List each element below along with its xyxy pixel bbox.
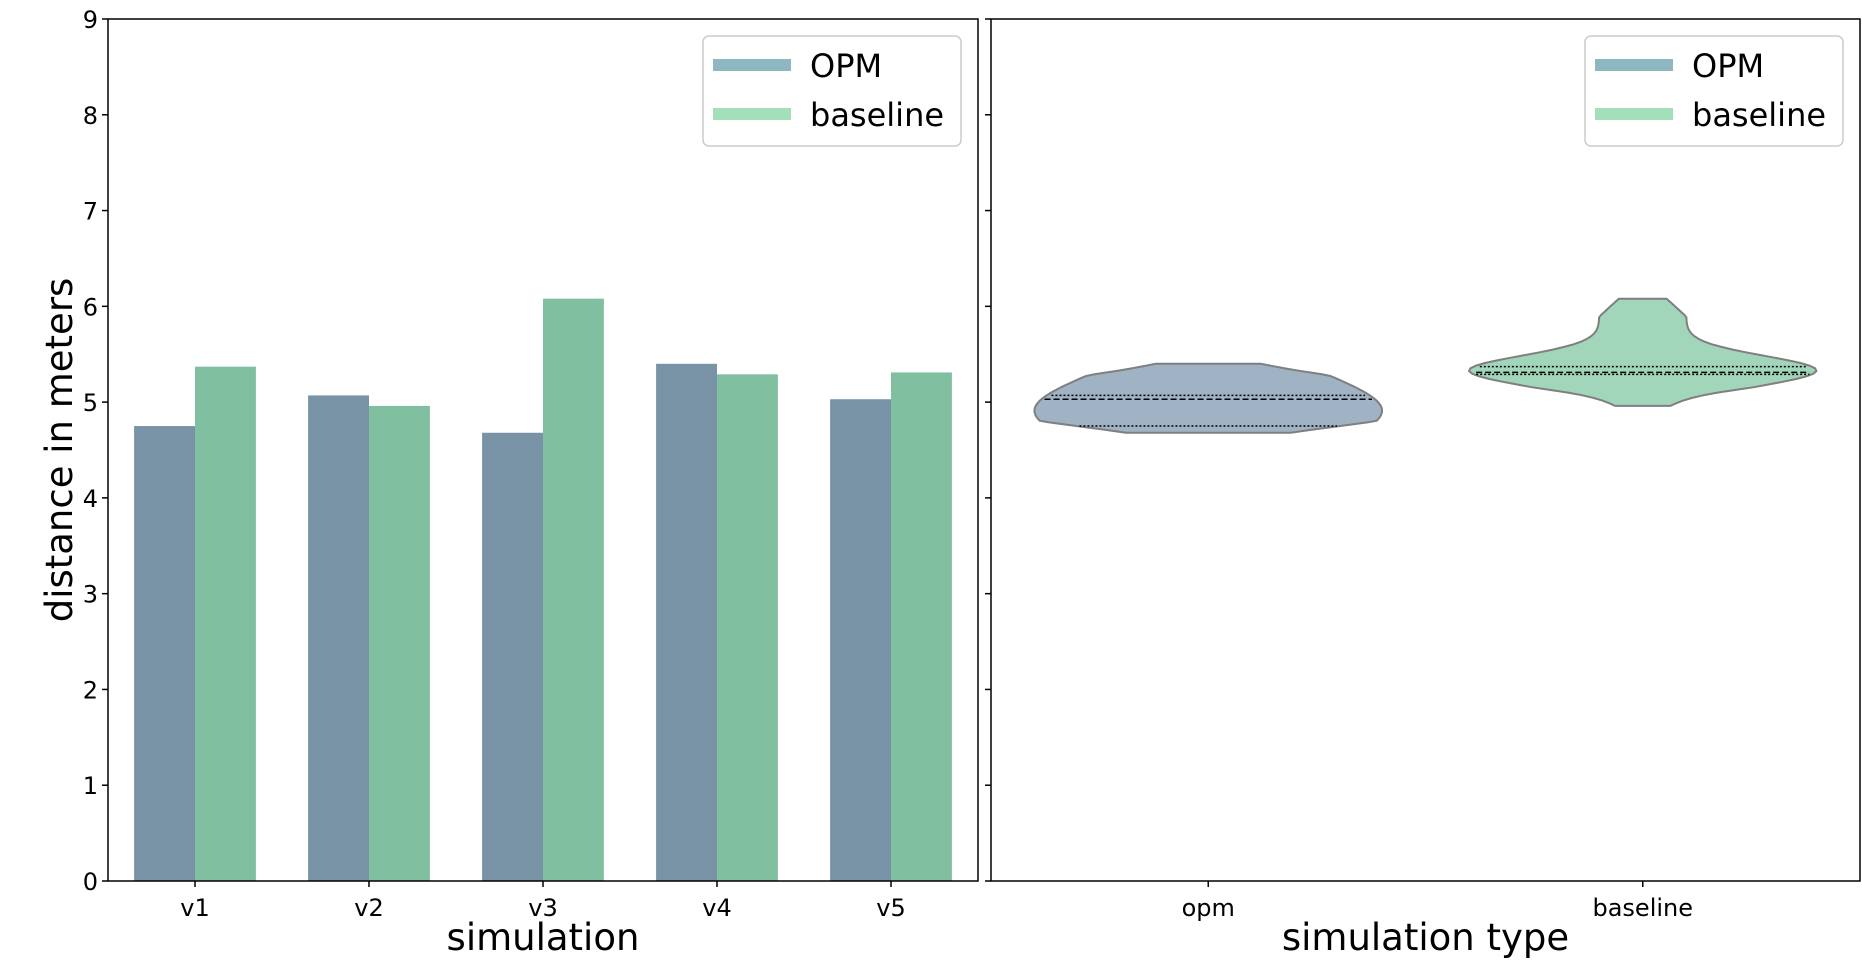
- legend-label-baseline: baseline: [1692, 96, 1826, 134]
- legend: OPM baseline: [1584, 35, 1844, 147]
- bar-baseline-v4: [717, 374, 778, 881]
- bar-opm-v5: [830, 399, 891, 881]
- bar-opm-v4: [656, 363, 717, 881]
- y-tick-label: 9: [83, 6, 98, 34]
- bar-baseline-v2: [369, 405, 430, 881]
- violin-chart-panel: opm baseline simulation type OPM baseline: [985, 18, 1861, 959]
- plot-area-frame: [990, 18, 1861, 882]
- bar-baseline-v3: [543, 298, 604, 881]
- violin-opm: [1033, 362, 1383, 434]
- x-tick-label: v4: [702, 894, 731, 922]
- x-tick-label: v3: [528, 894, 557, 922]
- y-tick-label: 8: [83, 102, 98, 130]
- x-axis-label: simulation type: [1282, 916, 1569, 959]
- bar-baseline-v1: [195, 366, 256, 881]
- y-axis-label: distance in meters: [38, 278, 81, 623]
- legend-swatch-opm: [1595, 59, 1673, 71]
- bar-opm-v1: [134, 426, 195, 881]
- legend: OPM baseline: [702, 35, 962, 147]
- legend-swatch-baseline: [713, 108, 791, 120]
- violin-baseline: [1467, 297, 1818, 407]
- legend-swatch-baseline: [1595, 108, 1673, 120]
- y-tick-label: 2: [83, 676, 98, 704]
- x-tick-label: v5: [876, 894, 905, 922]
- y-tick-label: 4: [83, 485, 98, 513]
- x-tick-label: v1: [180, 894, 209, 922]
- bar-chart-panel: 0 1 2 3 4 5 6 7 8 9 v1 v2 v3 v4 v5 simulation distance i…: [38, 6, 979, 959]
- y-tick-label: 5: [83, 389, 98, 417]
- x-axis-label: simulation: [447, 916, 640, 959]
- y-tick-label: 3: [83, 581, 98, 609]
- legend-label-baseline: baseline: [810, 96, 944, 134]
- y-tick-label: 1: [83, 772, 98, 800]
- y-tick-label: 6: [83, 293, 98, 321]
- legend-label-opm: OPM: [1692, 47, 1764, 85]
- x-tick-label: opm: [1182, 894, 1235, 922]
- bar-opm-v2: [308, 395, 369, 881]
- legend-label-opm: OPM: [810, 47, 882, 85]
- x-tick-label: baseline: [1592, 894, 1693, 922]
- y-tick-label: 7: [83, 198, 98, 226]
- legend-swatch-opm: [713, 59, 791, 71]
- x-tick-label: v2: [354, 894, 383, 922]
- bar-opm-v3: [482, 432, 543, 881]
- y-tick-label: 0: [83, 868, 98, 896]
- bar-baseline-v5: [891, 372, 952, 881]
